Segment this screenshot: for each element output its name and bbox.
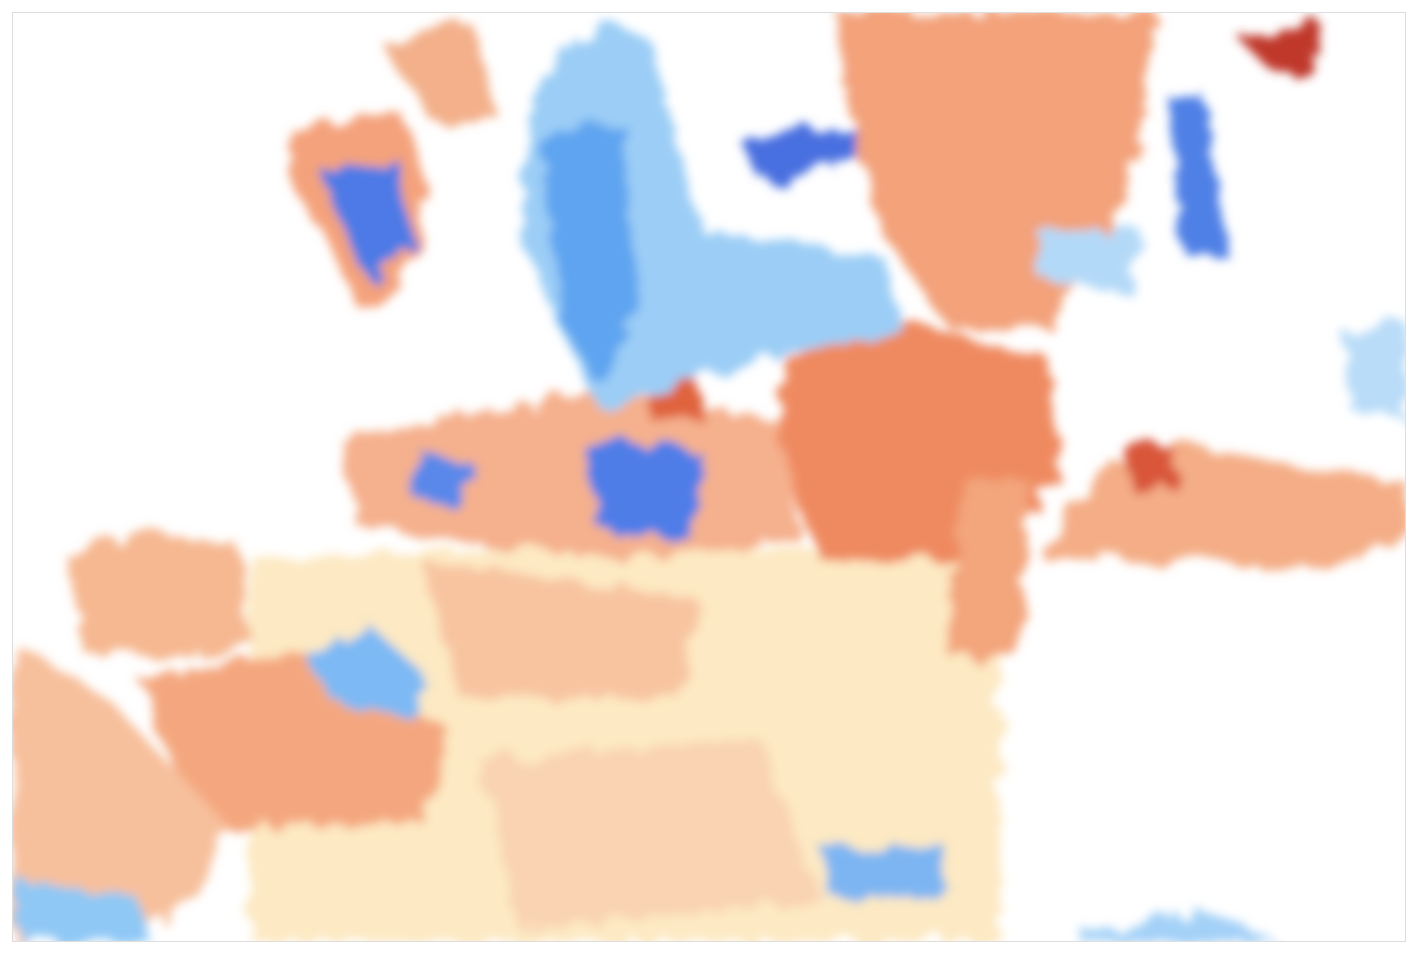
baltic bbox=[1170, 90, 1230, 260]
subtropical-field bbox=[250, 540, 1000, 942]
warm-patch bbox=[420, 560, 700, 700]
labrador-sea bbox=[540, 120, 640, 390]
warm-patch bbox=[1120, 440, 1180, 490]
map-frame bbox=[12, 12, 1406, 942]
pacific bbox=[12, 640, 230, 942]
warm-patch bbox=[480, 740, 820, 930]
cool-patch bbox=[1080, 910, 1280, 942]
cool-patch bbox=[20, 880, 150, 942]
north-sea bbox=[1040, 230, 1140, 290]
cold-eddy bbox=[580, 440, 700, 540]
cool-patch bbox=[305, 625, 430, 720]
gulf-of-mexico bbox=[70, 530, 250, 660]
ocean-anomaly-field bbox=[12, 12, 1406, 942]
cool-patch bbox=[820, 840, 950, 900]
black-sea bbox=[1340, 320, 1406, 420]
iberian-coast bbox=[950, 480, 1030, 660]
cold-eddy bbox=[410, 450, 480, 510]
white-sea bbox=[1240, 20, 1320, 75]
irminger bbox=[740, 120, 880, 180]
hudson-bay bbox=[320, 160, 410, 280]
arctic-channels bbox=[380, 20, 500, 120]
